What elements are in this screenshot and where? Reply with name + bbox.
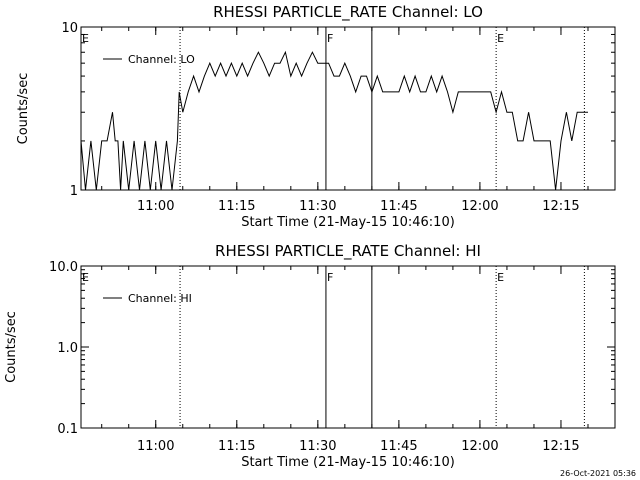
panel1-plot-frame — [80, 26, 616, 191]
panel1-x-axis-label: Start Time (21-May-15 10:46:10) — [241, 215, 455, 230]
panel2-event-marker-label: F — [327, 271, 333, 284]
panel1-x-tick-label: 12:00 — [461, 199, 498, 214]
panel1-event-marker-label: F — [327, 32, 333, 45]
panel1-x-tick-label: 11:45 — [380, 199, 417, 214]
panel1-event-marker-label: E — [497, 32, 504, 45]
panel2-y-axis-label: Counts/sec — [4, 311, 19, 383]
panel2-y-tick-label: 10.0 — [49, 260, 78, 275]
panel2-x-tick-label: 11:00 — [137, 439, 174, 454]
panel2-plot-frame — [80, 265, 616, 429]
panel1-x-tick-label: 11:15 — [218, 199, 255, 214]
panel2-legend-label: Channel: HI — [128, 292, 192, 305]
panel2-y-tick-label: 0.1 — [57, 422, 78, 437]
panel2-x-tick-label: 11:15 — [218, 439, 255, 454]
panel1-y-tick-label: 1 — [70, 184, 78, 199]
panel2-x-axis-label: Start Time (21-May-15 10:46:10) — [241, 455, 455, 470]
panel1-series-line — [80, 50, 588, 191]
panel1-x-tick-label: 11:30 — [299, 199, 336, 214]
panel1-event-marker-label: E — [82, 32, 89, 45]
panel2-y-tick-label: 1.0 — [57, 341, 78, 356]
panel2-x-tick-label: 11:45 — [380, 439, 417, 454]
panel1-y-axis-label: Counts/sec — [16, 73, 31, 145]
panel1-legend-label: Channel: LO — [128, 53, 195, 66]
panel1-y-tick-label: 10 — [61, 21, 78, 36]
panel2-x-tick-label: 12:15 — [542, 439, 579, 454]
generation-timestamp: 26-Oct-2021 05:36 — [560, 469, 636, 478]
panel2-x-tick-label: 11:30 — [299, 439, 336, 454]
panel2-x-tick-label: 12:00 — [461, 439, 498, 454]
panel1-x-tick-label: 12:15 — [542, 199, 579, 214]
panel2-chart-title: RHESSI PARTICLE_RATE Channel: HI — [215, 242, 481, 261]
panel2-event-marker-label: E — [497, 271, 504, 284]
panel1-x-tick-label: 11:00 — [137, 199, 174, 214]
panel2-event-marker-label: E — [82, 271, 89, 284]
panel1-chart-title: RHESSI PARTICLE_RATE Channel: LO — [213, 3, 483, 22]
